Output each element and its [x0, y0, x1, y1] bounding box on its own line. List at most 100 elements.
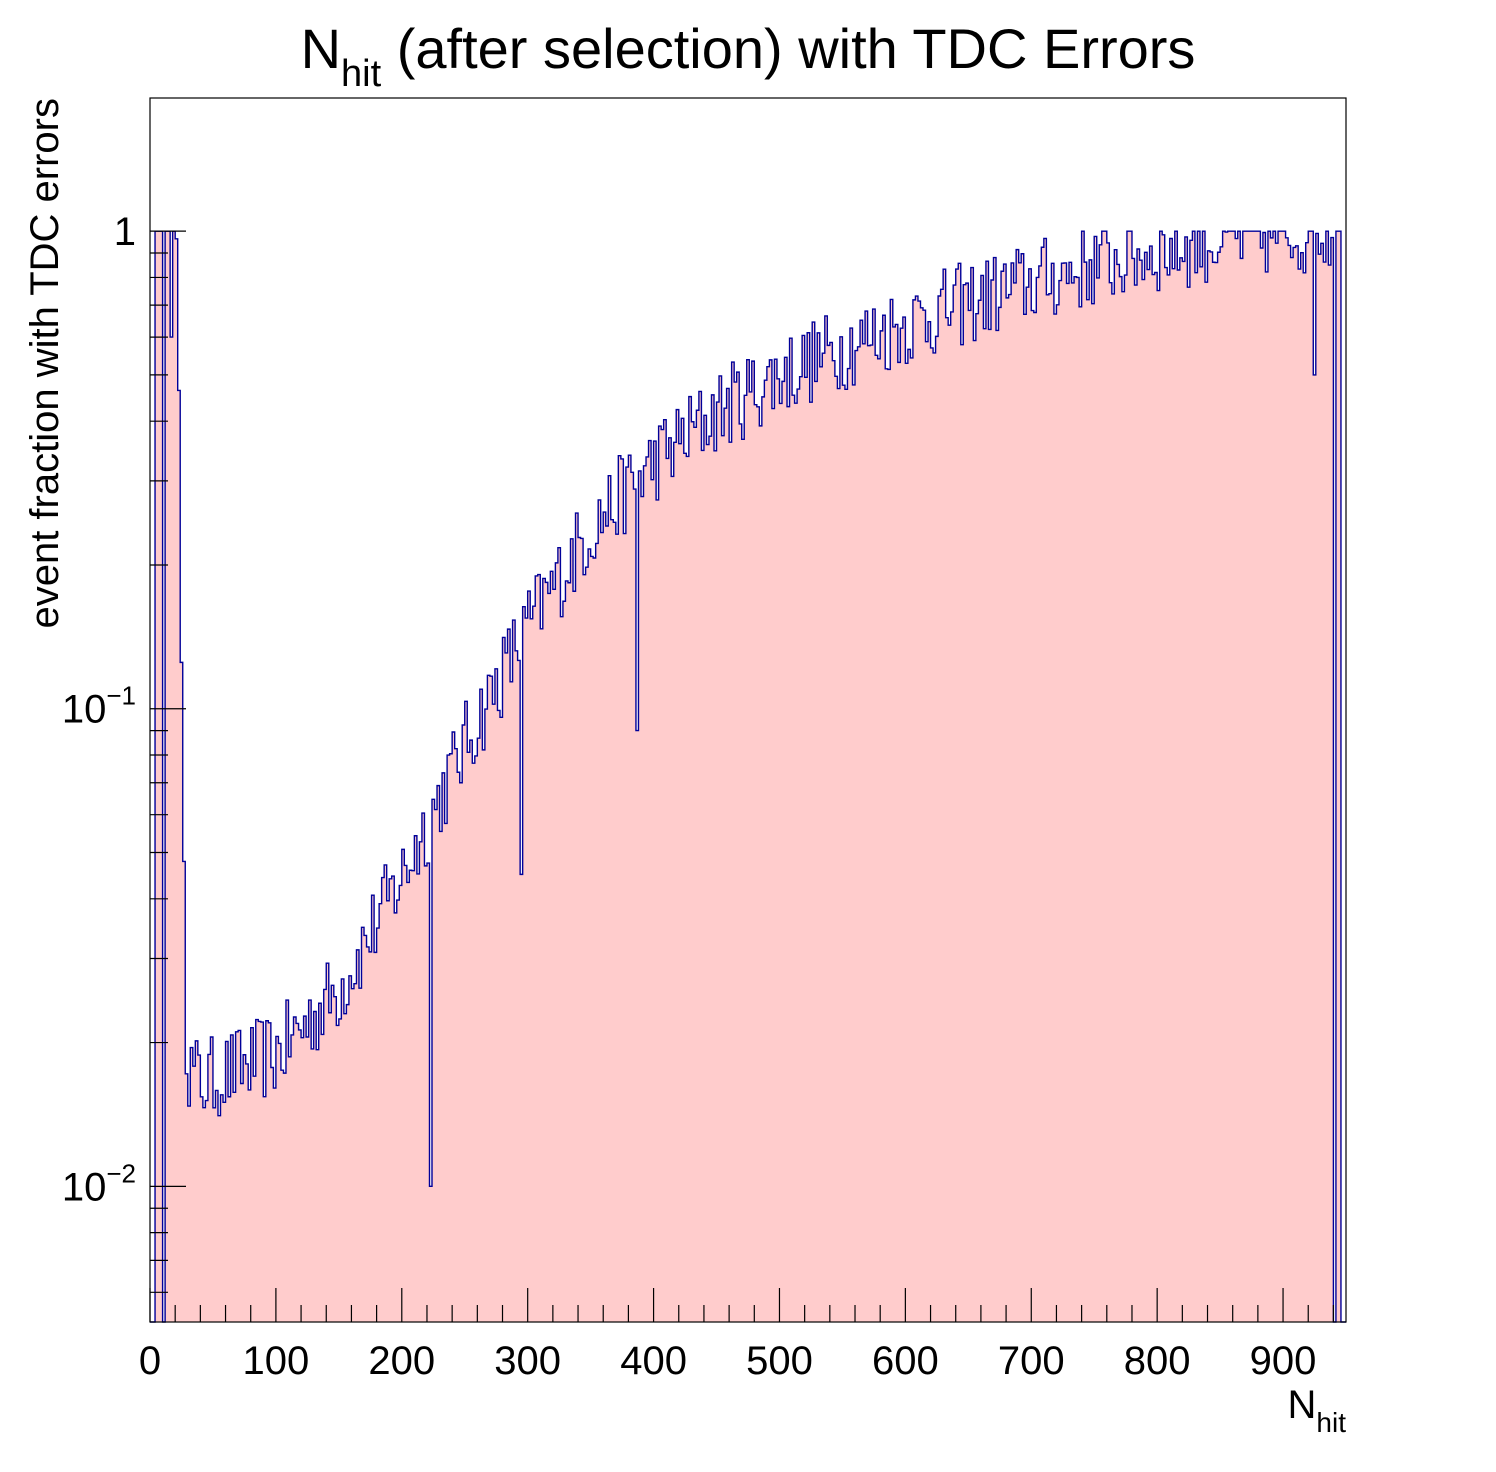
histogram-bar [1303, 272, 1307, 1322]
histogram-bar [215, 1090, 219, 1322]
histogram-bar [550, 571, 554, 1322]
histogram-bar [925, 341, 929, 1323]
histogram-bar [467, 752, 471, 1322]
histogram-bar [912, 299, 916, 1322]
chart-title-main: N [301, 17, 341, 80]
histogram-bar [1091, 303, 1095, 1322]
histogram-bar [205, 1100, 209, 1322]
histogram-bar [386, 900, 390, 1322]
histogram-bar [1285, 237, 1289, 1322]
histogram-bar [1330, 237, 1334, 1322]
histogram-bar [1328, 265, 1332, 1322]
histogram-bar [338, 1018, 342, 1322]
histogram-bar [1318, 254, 1322, 1323]
histogram-bar [532, 606, 536, 1322]
histogram-bar [620, 458, 624, 1322]
histogram-bar [1169, 238, 1173, 1322]
histogram-bar [1305, 242, 1309, 1322]
histogram-bar [729, 442, 733, 1322]
histogram-bar [462, 725, 466, 1322]
histogram-bar [482, 749, 486, 1322]
histogram-bar [716, 402, 720, 1323]
histogram-bar [1086, 299, 1090, 1323]
histogram-bar [635, 730, 639, 1322]
histogram-bar [230, 1034, 234, 1322]
histogram-bar [958, 263, 962, 1323]
histogram-bar [1149, 246, 1153, 1322]
histogram-bar [515, 650, 519, 1322]
histogram-bar [746, 359, 750, 1322]
histogram-bar [331, 985, 335, 1322]
histogram-bar [691, 421, 695, 1322]
histogram-bar [1184, 236, 1188, 1322]
histogram-bar [1272, 231, 1276, 1322]
histogram-bar [265, 1020, 269, 1322]
histogram-bar [296, 1023, 299, 1322]
histogram-bar [421, 813, 425, 1322]
histogram-bar [1111, 293, 1115, 1322]
histogram-bar [975, 313, 979, 1322]
x-tick-label: 500 [746, 1339, 813, 1383]
histogram-bar [920, 307, 924, 1323]
histogram-bar [857, 346, 861, 1322]
histogram-bar [1205, 282, 1208, 1323]
x-tick-label: 100 [243, 1339, 310, 1383]
x-axis-title-subscript: hit [1316, 1407, 1346, 1438]
histogram-bar [1237, 231, 1241, 1322]
x-tick-label: 400 [620, 1339, 687, 1383]
histogram-bar [1250, 231, 1254, 1322]
histogram-bar [336, 1025, 340, 1322]
histogram-bar [1069, 262, 1072, 1322]
histogram-bar [615, 534, 619, 1322]
histogram-bar [928, 321, 931, 1322]
histogram-bar [396, 900, 400, 1322]
histogram-bar [610, 519, 614, 1322]
histogram-bar [940, 289, 944, 1322]
histogram-bar [1257, 231, 1261, 1322]
histogram-bar [187, 1106, 191, 1322]
histogram-bar [255, 1019, 259, 1322]
histogram-bar [1081, 231, 1085, 1322]
histogram-bar [1162, 234, 1166, 1322]
histogram-bar [406, 882, 410, 1322]
histogram-bar [283, 1073, 287, 1322]
histogram-bar [228, 1096, 231, 1322]
x-tick-label: 800 [1124, 1339, 1191, 1383]
histogram-bar [897, 362, 901, 1322]
histogram-bar [983, 328, 987, 1322]
histogram-bar [472, 763, 476, 1322]
histogram-bar [333, 996, 337, 1322]
histogram-bar [985, 261, 989, 1323]
histogram-bar [570, 538, 574, 1322]
histogram-bar [865, 311, 868, 1322]
histogram-bar [167, 231, 171, 1322]
histogram-bar [484, 709, 488, 1322]
histogram-bar [437, 785, 440, 1322]
histogram-bar [1038, 265, 1042, 1322]
histogram-bar [996, 330, 999, 1322]
histogram-bar [1240, 258, 1244, 1322]
histogram-bar [1124, 275, 1128, 1322]
histogram-outline [150, 230, 1346, 1323]
histogram-bar [321, 1034, 325, 1322]
histogram-bar [1071, 282, 1075, 1322]
histogram-bar [774, 359, 778, 1322]
histogram-bar [855, 350, 858, 1322]
chart-title-subscript: hit [341, 53, 382, 95]
histogram-bar [1001, 271, 1004, 1322]
histogram-bar [1018, 262, 1022, 1322]
histogram-bar [434, 809, 438, 1322]
histogram-bar [1179, 257, 1183, 1323]
histogram-bar [1313, 374, 1317, 1322]
histogram-bar [950, 311, 954, 1323]
y-axis-title: event fraction with TDC errors [23, 98, 67, 629]
histogram-bar [703, 415, 707, 1323]
histogram-bar [1227, 231, 1231, 1322]
histogram-bar [1290, 257, 1294, 1322]
histogram-bar [537, 574, 541, 1322]
histogram-bar [965, 283, 969, 1322]
histogram-bar [260, 1022, 264, 1322]
histogram-bar [1288, 245, 1292, 1322]
histogram-bar [812, 322, 816, 1322]
histogram-bar [998, 307, 1002, 1322]
